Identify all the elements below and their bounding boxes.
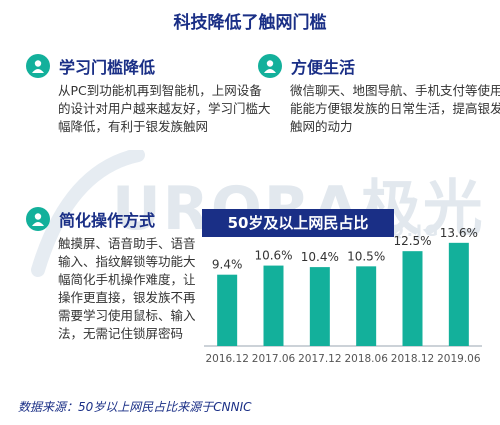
x-tick-label: 2018.12 — [391, 353, 434, 365]
feature-title: 简化操作方式 — [59, 207, 155, 231]
feature-description: 从PC到功能机再到智能机，上网设备的设计对用户越来越友好，学习门槛大幅降低，有利… — [58, 82, 274, 136]
feature-title: 学习门槛降低 — [59, 54, 155, 78]
feature-convenience: 方便生活 微信聊天、地图导航、手机支付等使用功能能方便银发族的日常生活，提高银发… — [258, 54, 500, 136]
feature-description: 微信聊天、地图导航、手机支付等使用功能能方便银发族的日常生活，提高银发族触网的动… — [290, 82, 500, 136]
bar-chart: 9.4% 2016.12 10.6% 2017.06 10.4% 2017.12 10.5%… — [198, 218, 488, 383]
user-icon — [26, 207, 50, 231]
data-label-2016.12: 9.4% — [212, 258, 243, 272]
data-label-2018.12: 12.5% — [393, 234, 431, 248]
data-label-2018.06: 10.5% — [347, 249, 385, 263]
bar-2017.06 — [264, 266, 284, 346]
feature-title: 方便生活 — [291, 54, 355, 78]
x-tick-label: 2018.06 — [344, 353, 388, 365]
user-icon — [26, 54, 50, 78]
bar-2018.06 — [356, 266, 376, 346]
feature-learning: 学习门槛降低 从PC到功能机再到智能机，上网设备的设计对用户越来越友好，学习门槛… — [26, 54, 274, 136]
bar-2017.12 — [310, 267, 330, 346]
x-tick-label: 2016.12 — [205, 353, 248, 365]
x-tick-label: 2019.06 — [437, 353, 481, 365]
data-label-2019.06: 13.6% — [440, 226, 478, 240]
bar-2016.12 — [217, 275, 237, 346]
data-label-2017.12: 10.4% — [301, 250, 339, 264]
page-title: 科技降低了触网门槛 — [0, 8, 500, 33]
x-tick-label: 2017.12 — [298, 353, 341, 365]
chart-title: 50岁及以上网民占比 — [202, 209, 394, 237]
x-tick-label: 2017.06 — [252, 353, 296, 365]
data-source-note: 数据来源：50岁以上网民占比来源于CNNIC — [18, 398, 252, 415]
data-label-2017.06: 10.6% — [254, 249, 292, 263]
feature-description: 触摸屏、语音助手、语音输入、指纹解锁等功能大幅简化手机操作难度，让操作更直接，银… — [58, 235, 206, 343]
user-icon — [258, 54, 282, 78]
bar-2018.12 — [403, 251, 423, 346]
feature-simplified-operation: 简化操作方式 触摸屏、语音助手、语音输入、指纹解锁等功能大幅简化手机操作难度，让… — [26, 207, 206, 343]
bar-2019.06 — [449, 243, 469, 346]
